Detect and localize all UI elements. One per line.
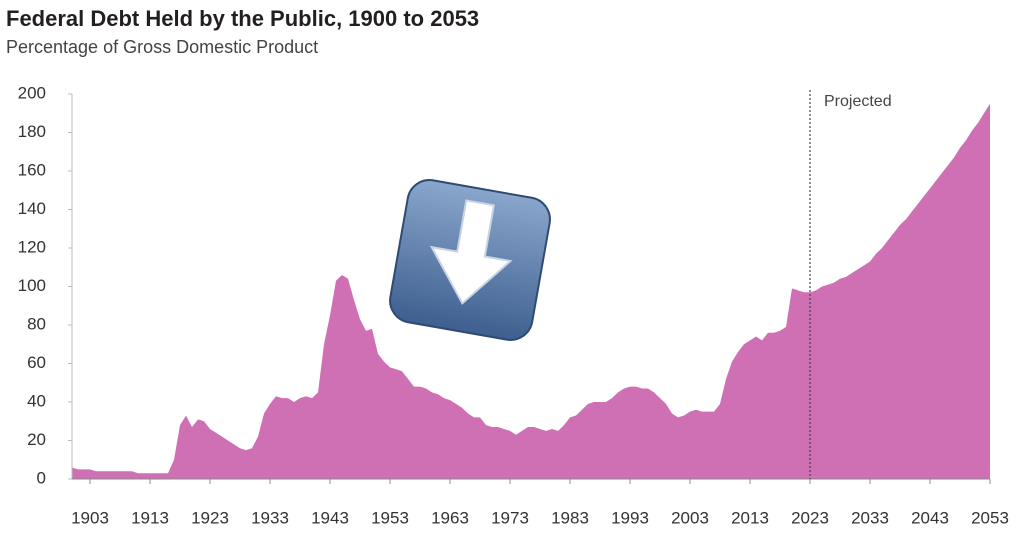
plot-area: 0 20 40 60 80 100 120 140 160 180 200 1903 1913 1923 1… — [18, 83, 1009, 527]
x-tick-label: 1983 — [551, 508, 589, 527]
y-tick-label: 40 — [27, 391, 46, 410]
area — [72, 103, 990, 479]
x-tick-label: 1993 — [611, 508, 649, 527]
x-tick-label: 1923 — [191, 508, 229, 527]
x-tick-label: 2023 — [791, 508, 829, 527]
y-tick-label: 0 — [37, 468, 46, 487]
x-tick-label: 1903 — [71, 508, 109, 527]
x-tick-label: 2003 — [671, 508, 709, 527]
y-tick-label: 160 — [18, 160, 46, 179]
x-tick-label: 1933 — [251, 508, 289, 527]
chart-subtitle: Percentage of Gross Domestic Product — [6, 37, 318, 57]
annotation: Projected — [824, 93, 892, 110]
y-tick-label: 100 — [18, 276, 46, 295]
x-tick-label: 1953 — [371, 508, 409, 527]
x-tick-label: 2033 — [851, 508, 889, 527]
y-tick-label: 140 — [18, 199, 46, 218]
x-tick-label: 1963 — [431, 508, 469, 527]
y-tick-label: 60 — [27, 353, 46, 372]
y-tick-label: 200 — [18, 83, 46, 102]
download-icon — [389, 179, 551, 341]
x-tick-label: 1943 — [311, 508, 349, 527]
y-tick-label: 80 — [27, 314, 46, 333]
x-tick-label: 2013 — [731, 508, 769, 527]
x-tick-label: 2043 — [911, 508, 949, 527]
chart-title: Federal Debt Held by the Public, 1900 to… — [6, 6, 479, 31]
y-tick-label: 120 — [18, 237, 46, 256]
y-tick-label: 20 — [27, 430, 46, 449]
x-tick-label: 2053 — [971, 508, 1009, 527]
x-tick-label: 1973 — [491, 508, 529, 527]
y-tick-label: 180 — [18, 122, 46, 141]
x-tick-label: 1913 — [131, 508, 169, 527]
